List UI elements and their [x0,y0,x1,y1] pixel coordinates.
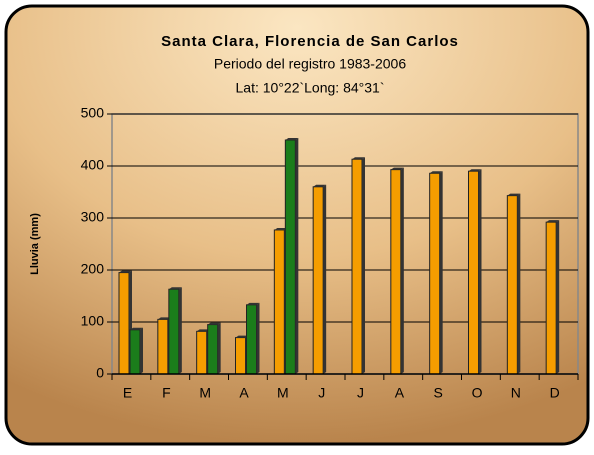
x-tick-label: F [162,385,171,401]
bar-side [217,322,221,374]
y-tick-label: 300 [81,209,105,225]
bar-top [313,184,327,187]
x-tick-label: M [199,385,211,401]
bar [157,318,169,375]
bar [284,139,296,375]
chart-subtitle: Periodo del registro 1983-2006 [214,56,406,72]
bar-side [178,287,182,374]
bar-top [207,322,221,325]
bar-side [400,167,404,374]
chart-annotation: Lat: 10°22`Long: 84°31` [236,80,385,96]
bar-top [546,220,560,223]
bar-top [157,317,171,320]
y-tick-label: 100 [81,313,105,329]
bar [207,324,219,375]
bar-side [362,157,365,374]
bar [118,272,130,375]
x-tick-label: M [277,385,289,401]
y-axis-label: Lluvia (mm) [29,213,41,275]
bar [506,195,518,375]
y-tick-label: 400 [81,157,105,173]
bar-top [507,193,521,196]
x-tick-label: S [434,385,443,401]
bar-top [196,329,210,332]
bar-top [285,138,299,140]
bar [196,330,208,375]
bar-side [439,171,443,374]
bar-top [429,171,443,174]
bar-top [274,227,288,230]
y-tick-label: 500 [81,105,105,121]
x-tick-label: D [550,385,560,401]
x-tick-label: N [511,385,521,401]
bar-top [235,335,249,338]
bar [545,221,557,375]
bar-side [140,327,143,374]
bar [273,229,285,375]
chart-title: Santa Clara, Florencia de San Carlos [161,33,459,50]
bar-top [352,157,365,160]
bar [129,329,141,375]
bar-top [168,287,182,290]
bar [351,158,363,375]
bar-side [556,220,560,374]
bar [246,304,257,375]
x-tick-label: J [318,385,325,401]
bar [468,170,479,375]
bar [312,186,324,375]
bar-side [478,169,482,374]
bar-top [468,169,482,172]
x-tick-label: E [123,385,132,401]
bar [390,169,402,375]
x-tick-label: J [357,385,364,401]
x-tick-label: A [239,385,249,401]
bar-side [295,138,299,374]
y-tick-label: 200 [81,261,105,277]
bar-side [517,193,521,374]
y-tick-label: 0 [96,365,104,381]
bar-top [390,167,404,170]
bar-top [246,302,260,305]
bar-side [256,302,260,374]
x-tick-label: O [472,385,483,401]
bar-top [119,270,132,273]
bar [429,172,441,375]
bar [235,337,246,375]
bar-side [323,184,327,374]
bar [168,288,180,375]
x-tick-label: A [395,385,405,401]
bar-top [130,327,143,330]
